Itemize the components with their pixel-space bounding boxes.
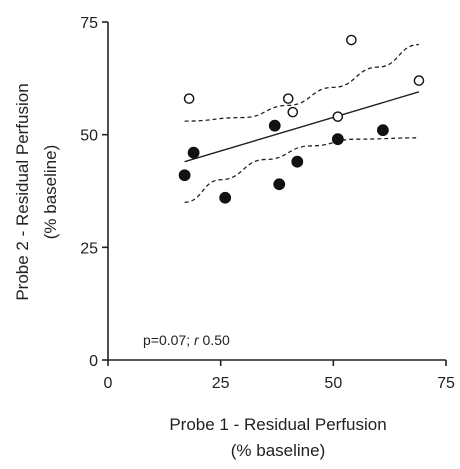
r-value-text: 0.50 [199,332,230,348]
y-tick-label: 25 [80,240,98,257]
axes [107,22,446,361]
x-tick-label: 75 [437,375,455,392]
y-axis-title-line-1: Probe 2 - Residual Perfusion [13,83,32,300]
open-data-point [332,111,344,122]
filled-data-point [268,119,281,132]
open-data-point [346,34,357,46]
confidence-band-upper [184,43,419,122]
x-axis-title-line-2: (% baseline) [231,441,326,460]
filled-data-point [178,169,191,182]
x-axis-title-line-1: Probe 1 - Residual Perfusion [169,415,386,434]
y-tick-label: 50 [80,128,98,145]
open-data-point [413,75,425,86]
p-value-text: p=0.07; [143,332,194,348]
open-data-point [183,93,195,104]
confidence-band-lower [184,137,419,203]
filled-data-point [187,146,200,159]
open-data-point [282,93,294,104]
ticks: 0 25 50 75 0 25 50 75 [80,15,455,392]
x-tick-label: 0 [104,375,113,392]
filled-data-point [273,178,286,191]
data-points [178,34,425,204]
regression-fit [184,91,420,163]
x-tick-label: 25 [212,375,230,392]
open-data-point [287,106,299,118]
y-tick-label: 75 [80,15,98,32]
y-axis-title-line-2: (% baseline) [41,145,60,240]
regression-line [184,91,420,163]
filled-data-point [331,133,344,146]
y-tick-label: 0 [89,353,98,370]
filled-data-point [219,191,232,204]
filled-data-point [291,155,304,168]
r-symbol: r [194,332,200,348]
confidence-band [184,43,419,203]
stats-annotation: p=0.07; r 0.50 [143,332,230,348]
filled-data-point [377,124,389,137]
x-tick-label: 50 [324,375,342,392]
